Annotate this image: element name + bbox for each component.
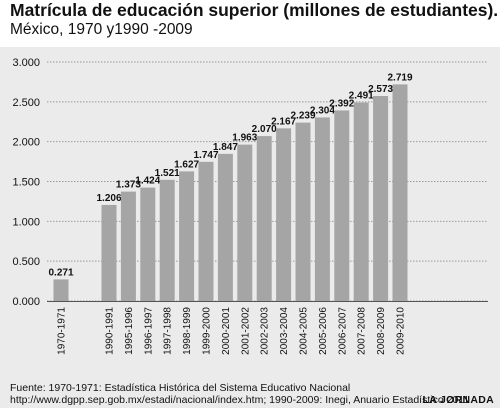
bar-value-label: 1.963 (232, 133, 257, 144)
bar-value-label: 0.271 (48, 267, 73, 278)
bar-value-label: 2.573 (368, 84, 393, 95)
bar (256, 136, 272, 301)
bar (120, 191, 136, 301)
bar-value-label: 2.304 (310, 105, 335, 116)
bar (334, 110, 350, 301)
bar-value-label: 2.239 (290, 111, 315, 122)
x-tick-label: 2001-2002 (240, 307, 251, 355)
x-tick-label: 1999-2000 (202, 307, 213, 355)
y-tick-label: 3.000 (12, 57, 40, 69)
bar-value-label: 2.070 (252, 124, 277, 135)
x-tick-label: 1998-1999 (182, 307, 193, 355)
bar (237, 144, 253, 301)
bar-value-label: 1.521 (155, 168, 180, 179)
bar (140, 187, 156, 301)
x-tick-label: 2009-2010 (396, 307, 407, 355)
chart-title: Matrícula de educación superior (millone… (10, 0, 499, 20)
source-line-1: Fuente: 1970-1971: Estadística Histórica… (10, 382, 351, 394)
brand-logo-text: LA JORNADA (422, 394, 494, 406)
x-tick-label: 2002-2003 (260, 307, 271, 355)
chart-subtitle: México, 1970 y1990 -2009 (10, 21, 193, 38)
bar-value-label: 1.206 (96, 193, 121, 204)
x-tick-label: 2004-2005 (299, 307, 310, 355)
x-tick-label: 2007-2008 (357, 307, 368, 355)
bar (295, 122, 311, 301)
y-tick-label: 1.000 (12, 216, 40, 228)
bar (159, 179, 175, 301)
source-note: Fuente: 1970-1971: Estadística Histórica… (10, 382, 469, 406)
bar (373, 96, 389, 301)
x-tick-label: 2005-2006 (318, 307, 329, 355)
x-tick-label: 2006-2007 (337, 307, 348, 355)
bar-value-label: 2.491 (349, 91, 374, 102)
bar (314, 117, 330, 301)
y-tick-label: 1.500 (12, 177, 40, 189)
x-tick-label: 1970-1971 (57, 307, 68, 355)
bar-value-label: 1.424 (135, 176, 160, 187)
x-tick-label: 1990-1991 (105, 307, 116, 355)
x-tick-label: 1996-1997 (143, 307, 154, 355)
x-tick-label: 2003-2004 (279, 307, 290, 355)
bar-value-label: 1.747 (193, 150, 218, 161)
bar-value-label: 2.719 (387, 72, 412, 83)
bar (217, 153, 233, 301)
x-tick-label: 1997-1998 (163, 307, 174, 355)
bar (53, 279, 69, 301)
x-tick-label: 2008-2009 (376, 307, 387, 355)
bar (198, 161, 214, 301)
bar (179, 171, 195, 301)
y-tick-label: 2.000 (12, 137, 40, 149)
bar (392, 84, 408, 302)
bar (276, 128, 292, 301)
bar-value-label: 1.627 (174, 159, 199, 170)
x-tick-label: 1995-1996 (124, 307, 135, 355)
y-tick-label: 0.000 (12, 296, 40, 308)
bar-value-label: 1.847 (213, 142, 238, 153)
bar-value-label: 2.392 (329, 98, 354, 109)
bar (353, 102, 369, 302)
bar-value-label: 1.373 (116, 180, 141, 191)
bar-value-label: 2.167 (271, 116, 296, 127)
x-tick-label: 2000-2001 (221, 307, 232, 355)
source-line-2: http://www.dgpp.sep.gob.mx/estadi/nacion… (10, 394, 470, 406)
bar (101, 204, 117, 301)
y-tick-label: 0.500 (12, 256, 40, 268)
y-tick-label: 2.500 (12, 97, 40, 109)
